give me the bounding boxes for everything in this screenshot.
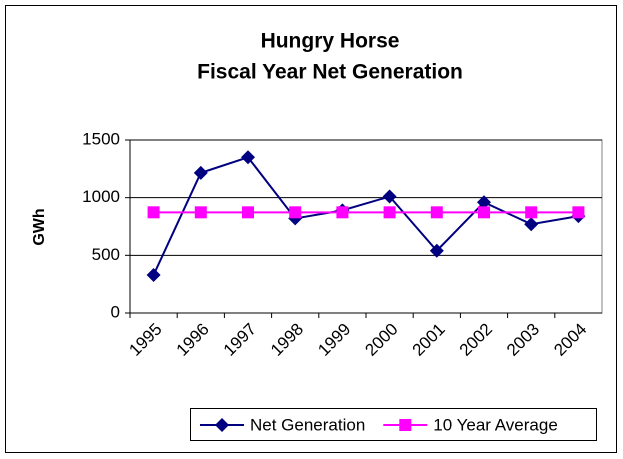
data-point <box>525 206 538 219</box>
legend-label: Net Generation <box>250 415 365 434</box>
y-tick-label: 1000 <box>82 187 120 206</box>
data-point <box>382 189 397 204</box>
data-point <box>241 150 255 165</box>
chart-subtitle: Fiscal Year Net Generation <box>197 61 463 84</box>
y-tick-label: 0 <box>111 302 120 321</box>
data-point <box>194 206 207 219</box>
legend-label: 10 Year Average <box>433 415 557 434</box>
data-point <box>478 206 490 219</box>
data-point <box>399 419 412 431</box>
data-point <box>289 206 302 219</box>
plot-area <box>129 139 603 314</box>
data-point <box>429 243 444 258</box>
y-tick-label: 500 <box>92 245 120 264</box>
data-point <box>477 195 491 210</box>
data-point <box>524 217 539 232</box>
chart-title: Hungry Horse <box>261 30 400 53</box>
data-point <box>215 418 229 432</box>
data-point <box>242 206 254 219</box>
y-tick-label: 1500 <box>82 129 120 148</box>
data-point <box>572 206 585 219</box>
y-axis-label: GWh <box>31 208 48 245</box>
data-point <box>336 206 349 219</box>
data-point <box>146 267 161 282</box>
data-point <box>193 165 208 180</box>
data-point <box>147 206 160 219</box>
data-point <box>430 206 443 219</box>
data-point <box>383 206 396 219</box>
